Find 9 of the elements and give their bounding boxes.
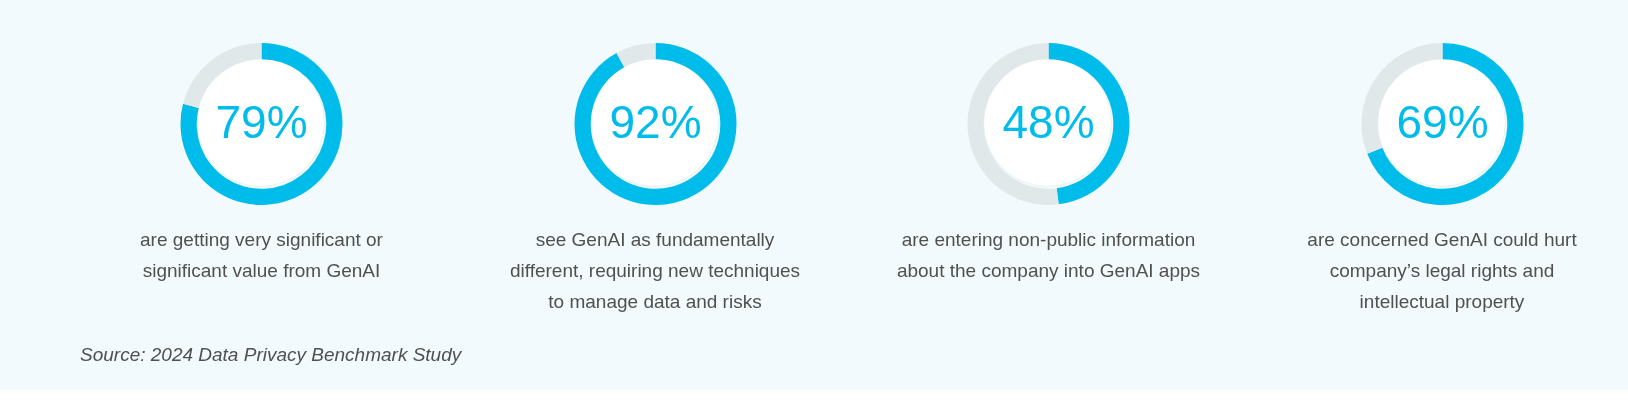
text: are concerned GenAI could hurt company’s legal rights and intellectual property xyxy=(1306,228,1578,314)
data-label: 92% xyxy=(608,95,702,148)
data-label: 69% xyxy=(1395,95,1489,148)
data-label: 79% xyxy=(215,95,308,148)
text: are getting very significant or significant value from GenAI xyxy=(139,228,384,283)
text: see GenAI as fundamentally different, requiring new techniques to manage data and risks xyxy=(508,228,802,314)
text: are entering non-public information about the company into GenAI apps xyxy=(896,228,1201,283)
source-note: Source: 2024 Data Privacy Benchmark Study xyxy=(80,343,462,367)
data-label: 48% xyxy=(1002,95,1095,148)
